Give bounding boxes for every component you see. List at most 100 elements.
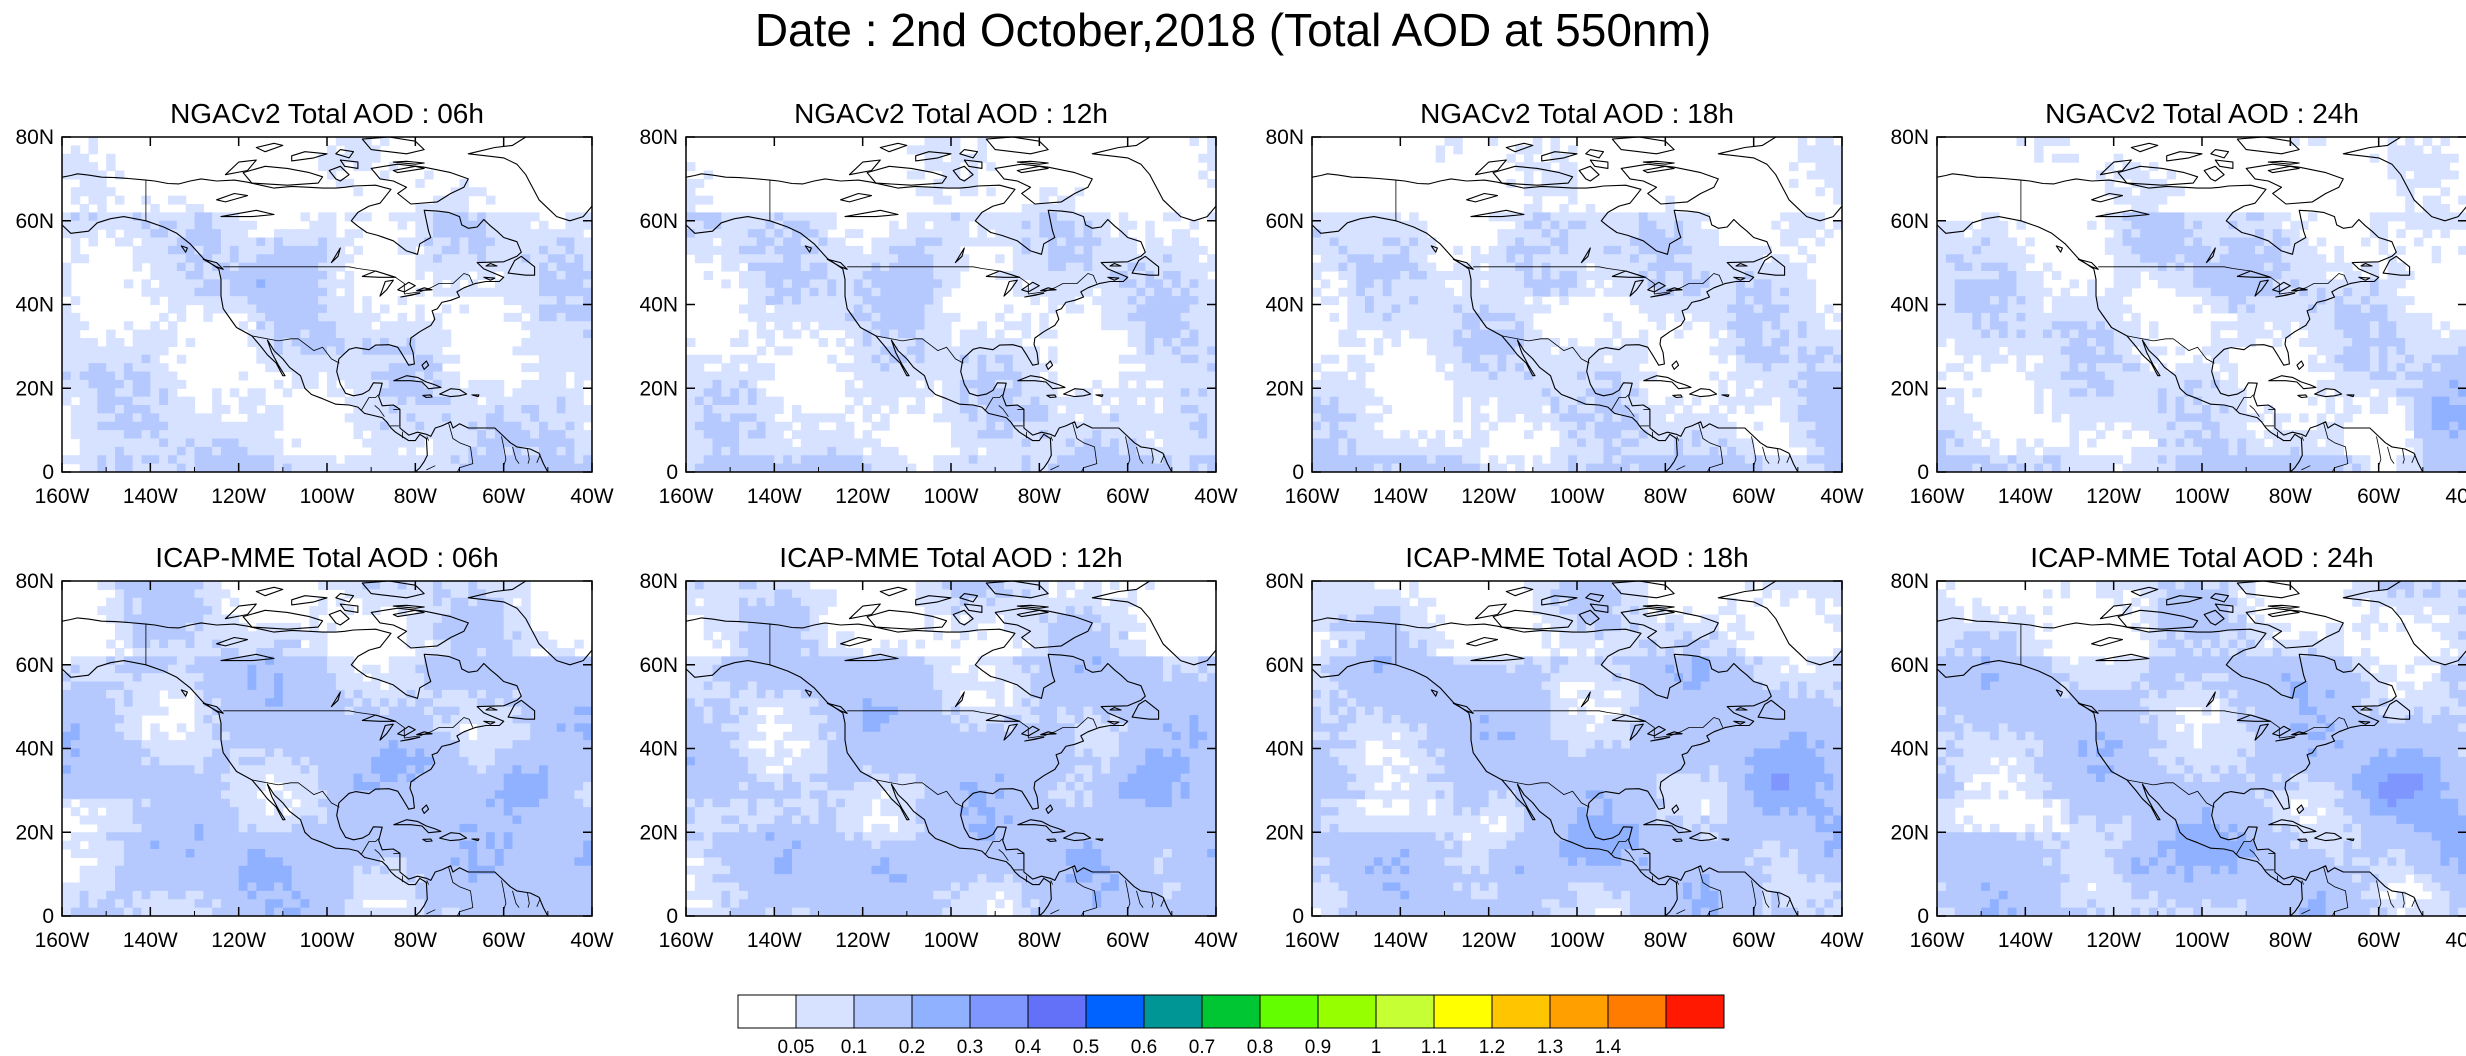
lake	[397, 725, 416, 737]
island	[2382, 255, 2411, 276]
island	[1578, 165, 1600, 182]
lon-tick-label: 40W	[1194, 485, 1237, 508]
colorbar-box	[1027, 994, 1087, 1029]
coastlines	[686, 581, 1216, 916]
lon-tick-label: 80W	[1644, 929, 1687, 952]
lon-tick-label: 80W	[2269, 929, 2312, 952]
lon-tick-label: 60W	[2357, 929, 2400, 952]
country-border	[426, 880, 429, 885]
island	[471, 394, 480, 398]
island	[328, 609, 350, 626]
island	[994, 607, 1093, 649]
lat-tick-label: 60N	[1265, 654, 1304, 677]
island	[959, 149, 979, 159]
lat-tick-label: 80N	[1890, 570, 1929, 593]
country-border	[1050, 880, 1053, 885]
island	[1063, 388, 1092, 398]
island	[485, 262, 498, 267]
colorbar-label: 0.2	[899, 1037, 925, 1056]
island	[180, 689, 188, 697]
country-border	[426, 909, 436, 915]
colorbar-box	[737, 994, 797, 1029]
colorbar-box	[969, 994, 1029, 1029]
country-border	[875, 335, 964, 364]
island	[439, 388, 468, 398]
coastline-atlantic-arctic	[686, 173, 1173, 472]
country-border	[1501, 335, 1590, 364]
island	[1735, 706, 1748, 711]
lon-tick-label: 100W	[2175, 485, 2230, 508]
aod-field	[62, 581, 592, 916]
lon-tick-label: 140W	[1373, 929, 1428, 952]
lon-tick-label: 40W	[1820, 485, 1863, 508]
country-border	[2098, 266, 2349, 295]
island	[2166, 595, 2203, 606]
country-border	[1786, 454, 1791, 463]
country-border	[1676, 909, 1686, 915]
island	[224, 159, 257, 176]
country-border	[2376, 436, 2382, 466]
island	[1721, 394, 1730, 398]
coastline-atlantic-arctic	[686, 617, 1173, 916]
lat-tick-label: 40N	[639, 738, 678, 761]
island	[393, 375, 442, 390]
island	[1131, 255, 1160, 276]
island	[1474, 603, 1507, 620]
colorbar-label: 1.4	[1595, 1037, 1622, 1056]
island	[1430, 689, 1438, 697]
lake	[2095, 209, 2150, 218]
island	[2210, 593, 2230, 603]
colorbar-label: 1.3	[1537, 1037, 1563, 1056]
island	[2297, 394, 2308, 399]
island	[1643, 819, 1692, 834]
country-border	[1610, 394, 1629, 412]
island	[2203, 609, 2225, 626]
lat-tick-label: 80N	[15, 570, 54, 593]
island	[1620, 163, 1719, 205]
island	[483, 720, 496, 725]
country-border	[512, 890, 520, 908]
island	[1046, 394, 1057, 399]
island	[2268, 375, 2317, 390]
coastlines	[1937, 137, 2466, 472]
colorbar-box	[1491, 994, 1551, 1029]
country-border	[875, 779, 964, 808]
island	[421, 360, 430, 370]
lat-tick-label: 20N	[1890, 821, 1929, 844]
island	[1109, 262, 1122, 267]
island	[1733, 720, 1746, 725]
island	[2360, 706, 2373, 711]
lon-tick-label: 140W	[747, 929, 802, 952]
island	[1585, 149, 1605, 159]
island	[2268, 819, 2317, 834]
colorbar-label: 1	[1371, 1037, 1382, 1056]
lon-tick-label: 120W	[2086, 485, 2141, 508]
lat-tick-label: 0	[1292, 905, 1304, 928]
country-border	[2249, 849, 2260, 861]
country-border	[512, 446, 520, 464]
island	[1541, 151, 1578, 162]
lat-tick-label: 20N	[639, 377, 678, 400]
coastline-pacific	[686, 660, 1052, 916]
country-border	[1136, 890, 1144, 908]
lake	[1647, 725, 1666, 737]
island	[1095, 838, 1104, 842]
lake	[1024, 736, 1045, 742]
island	[335, 149, 355, 159]
island	[2296, 360, 2305, 370]
lon-tick-label: 80W	[1018, 485, 1061, 508]
lat-tick-label: 0	[1917, 461, 1929, 484]
coastline-greenland	[1091, 137, 1216, 222]
lat-tick-label: 20N	[1265, 821, 1304, 844]
island	[361, 137, 425, 155]
island	[421, 804, 430, 814]
island	[1689, 832, 1718, 842]
lake	[1021, 725, 1040, 737]
island	[2245, 607, 2344, 649]
aod-field	[62, 137, 592, 472]
island	[392, 609, 425, 618]
lake	[1003, 279, 1018, 297]
